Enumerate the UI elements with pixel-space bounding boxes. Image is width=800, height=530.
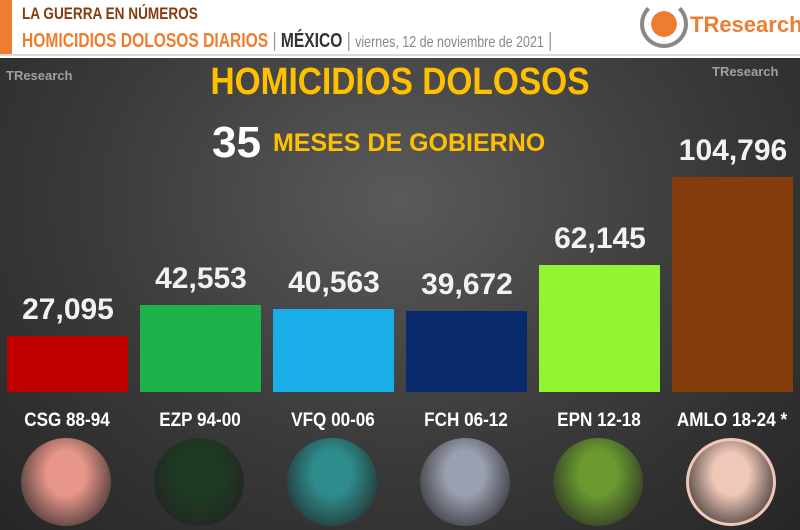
tresearch-logo: TResearch: [640, 0, 800, 50]
chart-subtitle: 35 MESES DE GOBIERNO: [212, 118, 545, 168]
category-label: EZP 94-00: [159, 410, 241, 431]
president-photo: [553, 438, 643, 526]
category-label: VFQ 00-06: [291, 410, 375, 431]
header-subtitle: HOMICIDIOS DOLOSOS DIARIOS | MÉXICO | vi…: [22, 30, 553, 52]
category-label: EPN 12-18: [557, 410, 641, 431]
data-label: 62,145: [554, 221, 646, 255]
header-topic: HOMICIDIOS DOLOSOS DIARIOS: [22, 30, 269, 52]
president-photo: [154, 438, 244, 526]
header-date: viernes, 12 de noviembre de 2021: [355, 34, 544, 51]
watermark-right: TResearch: [712, 64, 779, 79]
logo-text: TResearch: [690, 12, 800, 37]
category-label: AMLO 18-24 *: [676, 410, 788, 431]
category-label: CSG 88-94: [24, 410, 110, 431]
months-number: 35: [212, 118, 261, 167]
president-photo: [420, 438, 510, 526]
bar: [539, 264, 660, 392]
data-label: 42,553: [155, 261, 247, 295]
bar: [7, 336, 128, 392]
months-label: MESES DE GOBIERNO: [272, 128, 546, 157]
data-label: 40,563: [288, 265, 380, 299]
data-label: 104,796: [678, 134, 788, 167]
report-header: LA GUERRA EN NÚMEROS HOMICIDIOS DOLOSOS …: [0, 0, 800, 56]
data-label: 27,095: [22, 293, 114, 327]
president-photo: [287, 438, 377, 526]
bar: [140, 304, 261, 392]
bar: [406, 310, 527, 392]
president-photo: [21, 438, 111, 526]
logo-mark-icon: [640, 0, 688, 48]
chart-title: HOMICIDIOS DOLOSOS: [210, 61, 590, 103]
bar: [273, 308, 394, 392]
category-label: FCH 06-12: [424, 410, 508, 431]
watermark-left: TResearch: [6, 68, 73, 83]
header-title: LA GUERRA EN NÚMEROS: [22, 4, 198, 23]
accent-bar: [0, 0, 12, 54]
bar: [672, 177, 793, 392]
data-label: 39,672: [421, 267, 513, 301]
header-region: MÉXICO: [280, 30, 343, 52]
chart-area: TResearch TResearch HOMICIDIOS DOLOSOS 3…: [0, 58, 800, 530]
president-photo: [686, 438, 776, 526]
